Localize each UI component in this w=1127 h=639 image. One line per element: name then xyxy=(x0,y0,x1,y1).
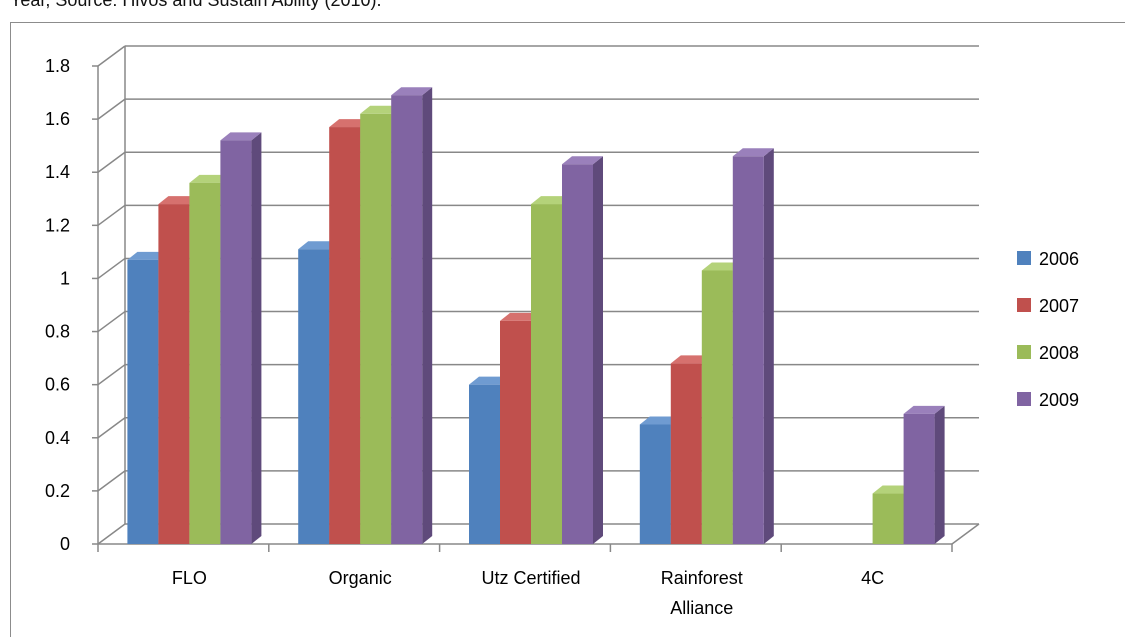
bar-top xyxy=(329,119,371,128)
bar-front xyxy=(189,182,221,544)
bar-side xyxy=(422,87,433,544)
y-tick-label: 1.2 xyxy=(45,215,70,235)
bar-top xyxy=(903,405,945,414)
x-category-label: 4C xyxy=(861,568,884,588)
bar-side xyxy=(251,132,262,544)
bar-front xyxy=(500,320,531,544)
bar-front xyxy=(639,424,671,544)
bar-side xyxy=(934,405,945,544)
x-category-label: Alliance xyxy=(670,598,733,618)
x-category-label: FLO xyxy=(172,568,207,588)
bar-front xyxy=(903,413,935,544)
gridline-wall xyxy=(97,204,126,226)
bars-layer xyxy=(127,87,945,545)
bar-front xyxy=(670,363,702,544)
bar-front xyxy=(701,270,733,544)
x-category-label: Utz Certified xyxy=(481,568,580,588)
bar-top xyxy=(639,416,681,425)
legend-swatch xyxy=(1017,345,1031,359)
legend-swatch xyxy=(1017,251,1031,265)
legend-item-2008: 2008 xyxy=(1017,343,1079,363)
bar-front xyxy=(469,384,500,544)
y-tick-label: 1.8 xyxy=(45,56,70,76)
bar-2009-4c xyxy=(903,405,945,544)
bar-top xyxy=(500,312,541,321)
bar-top xyxy=(701,262,743,271)
gridline-wall xyxy=(97,310,126,333)
bar-side xyxy=(593,156,603,544)
gridline-wall xyxy=(97,151,126,173)
bar-front xyxy=(531,204,562,545)
bar-top xyxy=(732,148,774,157)
legend-swatch xyxy=(1017,392,1031,406)
bar-front xyxy=(732,156,764,545)
gridline-wall xyxy=(97,98,126,120)
legend-item-2006: 2006 xyxy=(1017,249,1079,269)
bar-top xyxy=(298,241,340,250)
y-tick-labels: 0 0.2 0.4 0.6 0.8 1 1.2 1.4 1.6 1.8 xyxy=(45,56,70,554)
legend: 2006 2007 2008 2009 xyxy=(1017,249,1079,410)
y-tick-label: 0.2 xyxy=(45,481,70,501)
bar-top xyxy=(220,132,262,141)
gridline-wall xyxy=(97,257,126,280)
bar-top xyxy=(127,251,169,260)
x-category-label: Rainforest xyxy=(661,568,743,588)
chart-caption: Year, Source: Hivos and Sustain Ability … xyxy=(10,0,382,10)
y-tick-label: 0.6 xyxy=(45,375,70,395)
bar-front xyxy=(220,140,252,544)
gridline-wall xyxy=(97,470,126,492)
gridline-wall xyxy=(97,417,126,439)
x-category-labels: FLO Organic Utz Certified Rainforest Allianc… xyxy=(172,568,884,618)
bar-top xyxy=(872,485,914,494)
legend-label: 2009 xyxy=(1039,390,1079,410)
gridline-wall xyxy=(97,523,126,545)
bar-2009-organic xyxy=(391,87,433,544)
bar-top xyxy=(158,196,200,205)
bar-front xyxy=(158,204,190,545)
bar-front xyxy=(360,113,392,545)
bar-top xyxy=(670,355,712,364)
x-category-label: Organic xyxy=(329,568,392,588)
bar-front xyxy=(872,493,904,544)
bar-top xyxy=(189,174,231,183)
bar-top xyxy=(469,376,510,385)
bar-top xyxy=(360,105,402,114)
bar-top xyxy=(531,196,572,205)
bar-front xyxy=(127,259,159,544)
bar-side xyxy=(763,148,774,545)
legend-label: 2006 xyxy=(1039,249,1079,269)
legend-item-2009: 2009 xyxy=(1017,390,1079,410)
y-tick-label: 1.4 xyxy=(45,162,70,182)
y-tick-label: 0.8 xyxy=(45,322,70,342)
chart-frame xyxy=(10,22,1125,637)
axis-layer xyxy=(92,46,980,552)
bar-top xyxy=(562,156,603,165)
legend-item-2007: 2007 xyxy=(1017,296,1079,316)
bar-front xyxy=(329,127,361,545)
legend-label: 2008 xyxy=(1039,343,1079,363)
legend-label: 2007 xyxy=(1039,296,1079,316)
y-tick-label: 1 xyxy=(60,268,70,288)
y-tick-label: 0 xyxy=(60,534,70,554)
legend-swatch xyxy=(1017,298,1031,312)
bar-2009-rainforest-alliance xyxy=(732,148,774,545)
bar-2009-flo xyxy=(220,132,262,544)
floor-edge xyxy=(951,523,980,545)
bar-front xyxy=(298,249,330,544)
bar-front xyxy=(391,95,423,544)
gridline-wall xyxy=(97,364,126,386)
gridline-wall xyxy=(97,45,126,67)
y-tick-label: 1.6 xyxy=(45,109,70,129)
bar-top xyxy=(391,87,433,96)
bar-front xyxy=(562,164,593,544)
y-tick-label: 0.4 xyxy=(45,428,70,448)
bar-2009-utz-certified xyxy=(562,156,603,544)
